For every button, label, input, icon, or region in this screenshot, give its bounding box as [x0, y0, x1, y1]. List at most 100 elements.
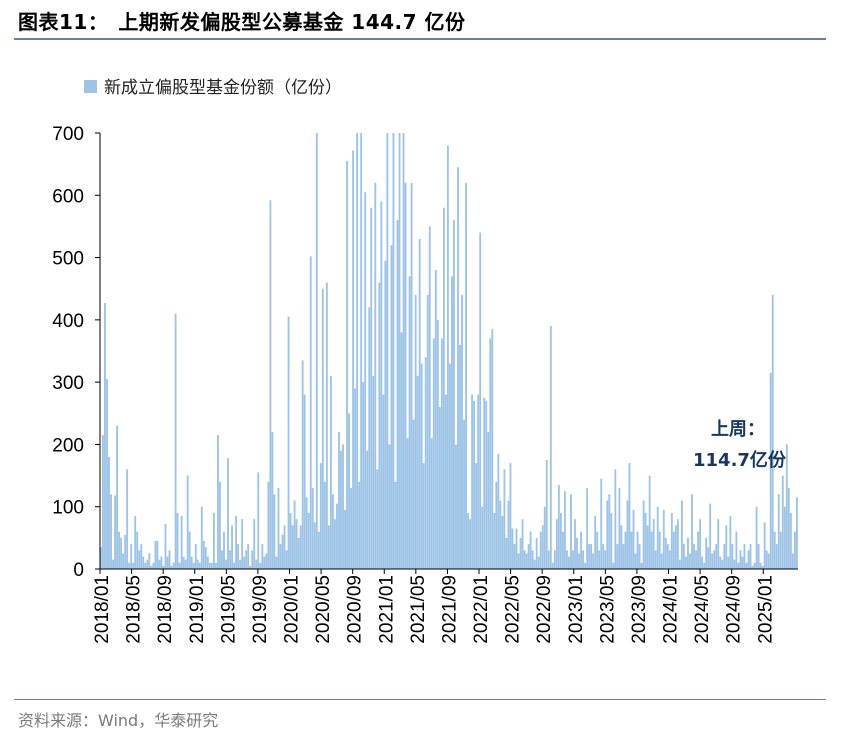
bar — [600, 478, 603, 569]
bar — [723, 544, 726, 569]
bar — [463, 419, 465, 569]
bar — [656, 506, 659, 569]
bar — [170, 565, 173, 569]
bar — [791, 553, 794, 569]
bar — [204, 547, 207, 569]
bar — [652, 519, 655, 569]
bar — [227, 458, 229, 569]
bar — [737, 562, 740, 569]
x-tick-label: 2018/01 — [92, 575, 113, 644]
bar — [277, 488, 280, 569]
bar — [535, 537, 538, 569]
bar — [166, 556, 169, 569]
bar — [459, 344, 461, 569]
bar — [711, 553, 714, 569]
bar — [134, 516, 137, 569]
bar — [743, 544, 746, 569]
bar — [102, 435, 104, 569]
bar — [513, 544, 516, 569]
x-tick-label: 2022/05 — [503, 575, 524, 644]
y-tick-label: 100 — [52, 498, 84, 519]
bar — [715, 544, 718, 569]
bar — [751, 565, 754, 569]
bar — [660, 553, 663, 569]
bar — [687, 537, 689, 569]
x-tick-label: 2019/01 — [187, 575, 208, 644]
bar — [604, 550, 607, 569]
bar — [697, 531, 699, 569]
bar — [336, 503, 338, 569]
bar — [354, 388, 357, 569]
bar — [307, 512, 310, 569]
bar — [313, 522, 316, 569]
bar — [265, 553, 268, 569]
bar — [132, 562, 135, 569]
bar — [713, 550, 716, 569]
bar — [505, 537, 508, 569]
bar — [515, 528, 518, 569]
bar — [727, 556, 730, 569]
bar — [390, 245, 393, 570]
bar — [576, 537, 578, 569]
bar — [112, 559, 114, 569]
y-tick-label: 200 — [52, 435, 84, 456]
bar — [672, 531, 675, 569]
bar — [247, 544, 250, 569]
bar — [362, 382, 365, 569]
bar — [739, 550, 742, 569]
bar — [162, 565, 165, 569]
bar — [483, 397, 486, 569]
bar — [299, 525, 302, 569]
bar — [781, 475, 784, 569]
bar — [759, 562, 762, 569]
bar — [116, 425, 118, 569]
bar — [206, 556, 209, 569]
bar — [350, 488, 353, 569]
bar — [549, 326, 552, 569]
bar — [138, 550, 141, 569]
bar — [559, 512, 562, 569]
bar — [646, 525, 649, 569]
bar — [430, 438, 433, 569]
x-tick-label: 2022/01 — [471, 575, 492, 644]
bar — [477, 394, 480, 569]
bar — [519, 537, 522, 569]
bar — [555, 519, 558, 569]
figure-title: 图表11： 上期新发偏股型公募基金 144.7 亿份 — [18, 6, 466, 35]
bar — [331, 494, 334, 569]
bar — [539, 531, 542, 569]
bar — [231, 525, 233, 569]
bar — [741, 556, 744, 569]
bar — [590, 544, 593, 569]
bottom-rule — [14, 699, 826, 700]
bar — [620, 525, 623, 569]
bar — [616, 544, 619, 569]
bar — [144, 562, 147, 569]
bar — [543, 506, 546, 569]
bar — [733, 559, 736, 569]
bar — [767, 553, 770, 569]
bar — [225, 559, 227, 569]
bar — [789, 512, 792, 569]
bar — [725, 525, 728, 569]
bar — [108, 456, 110, 569]
bar — [382, 394, 385, 569]
bar — [630, 531, 633, 569]
bar — [202, 540, 205, 569]
bar — [664, 537, 667, 569]
x-tick-label: 2020/09 — [345, 575, 366, 644]
bar — [287, 316, 290, 569]
bar — [120, 537, 123, 569]
bar — [422, 463, 425, 569]
bar — [489, 338, 492, 569]
bar — [406, 438, 409, 569]
bar — [638, 544, 641, 569]
bar — [747, 550, 750, 569]
bar — [432, 338, 435, 569]
bar — [210, 562, 213, 569]
bar — [648, 475, 651, 569]
bar — [446, 145, 449, 569]
bar — [557, 484, 560, 569]
bar — [329, 375, 332, 569]
bar — [610, 512, 613, 569]
